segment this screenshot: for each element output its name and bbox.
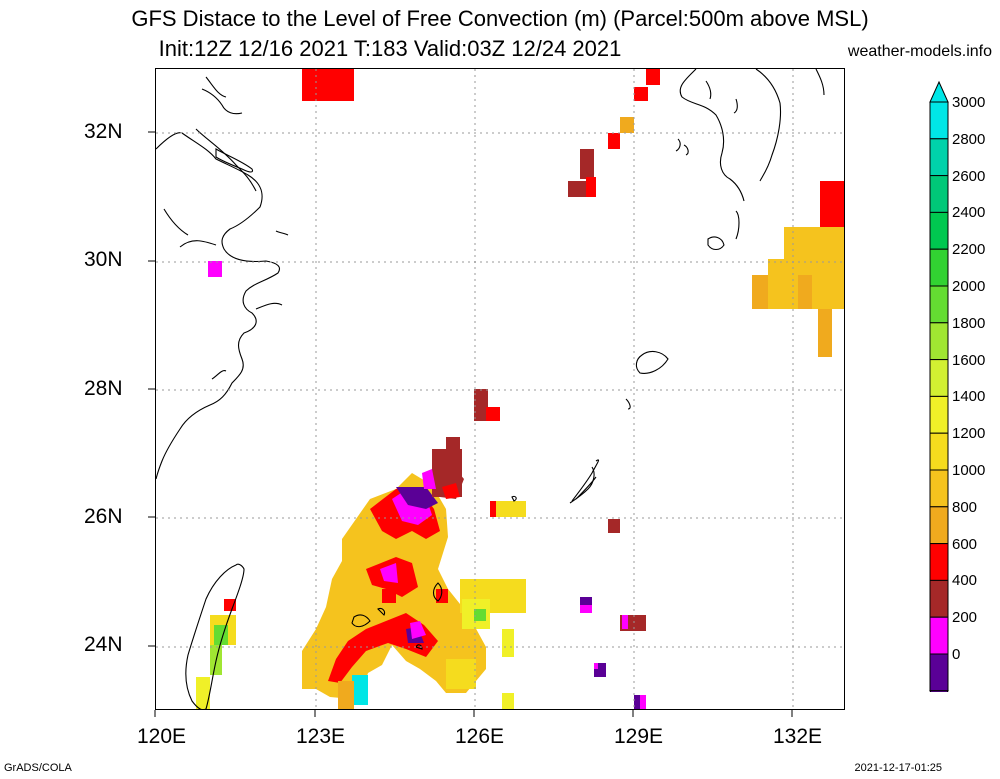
footer-timestamp: 2021-12-17-01:25 [854,762,942,774]
colorbar-segment [929,579,949,618]
colorbar-label: 0 [952,646,961,663]
colorbar-label: 200 [952,609,978,627]
lat-tick-label: 28N [84,377,123,400]
colorbar-label: 2200 [952,241,986,259]
colorbar-label: 3000 [952,94,986,111]
lon-tick-label: 123E [296,725,346,748]
colorbar-segment [929,211,949,250]
colorbar-label: 400 [952,572,978,590]
colorbar-segment [929,506,949,545]
colorbar-label: 600 [952,535,978,553]
lon-tick-label: 129E [614,725,664,748]
field-layer [196,69,844,709]
colorbar-segment [929,138,949,177]
colorbar-segment [929,175,949,213]
colorbar-segment [929,322,949,361]
lon-tick-label: 132E [773,725,823,748]
chart-subtitle: Init:12Z 12/16 2021 T:183 Valid:03Z 12/2… [158,36,622,61]
colorbar-label: 1400 [952,388,986,406]
lat-tick-label: 30N [84,248,123,271]
lon-tick-label: 126E [455,725,505,748]
colorbar-segment [929,543,949,581]
colorbar [929,80,949,692]
colorbar-label: 1800 [952,314,986,332]
colorbar-segment [929,359,949,397]
coastlines [156,69,825,709]
lon-tick-label: 120E [137,725,187,748]
colorbar-min-arrow [929,690,949,692]
colorbar-label: 1000 [952,462,986,479]
lat-tick-label: 32N [84,120,123,143]
chart-title: GFS Distace to the Level of Free Convect… [131,6,869,31]
colorbar-label: 2800 [952,130,986,148]
colorbar-label: 800 [952,498,978,516]
colorbar-segment [929,395,949,434]
colorbar-segment [929,616,949,655]
colorbar-label: 2600 [952,167,986,185]
colorbar-label: 2000 [952,278,986,295]
colorbar-segment [929,469,949,508]
colorbar-segment [929,248,949,287]
map-panel [155,68,845,710]
colorbar-label: 2400 [952,204,986,222]
colorbar-segment [929,101,949,140]
colorbar-label: 1600 [952,351,986,369]
lat-lon-grid [156,69,844,709]
map-svg [156,69,844,709]
colorbar-segment [929,285,949,324]
colorbar-segment [929,432,949,471]
lat-tick-label: 26N [84,505,123,528]
footer-software: GrADS/COLA [4,762,72,774]
lat-tick-label: 24N [84,633,123,656]
colorbar-segment [929,653,949,692]
colorbar-label: 1200 [952,425,986,443]
credit-text: weather-models.info [847,43,992,60]
colorbar-max-arrow [929,80,949,103]
